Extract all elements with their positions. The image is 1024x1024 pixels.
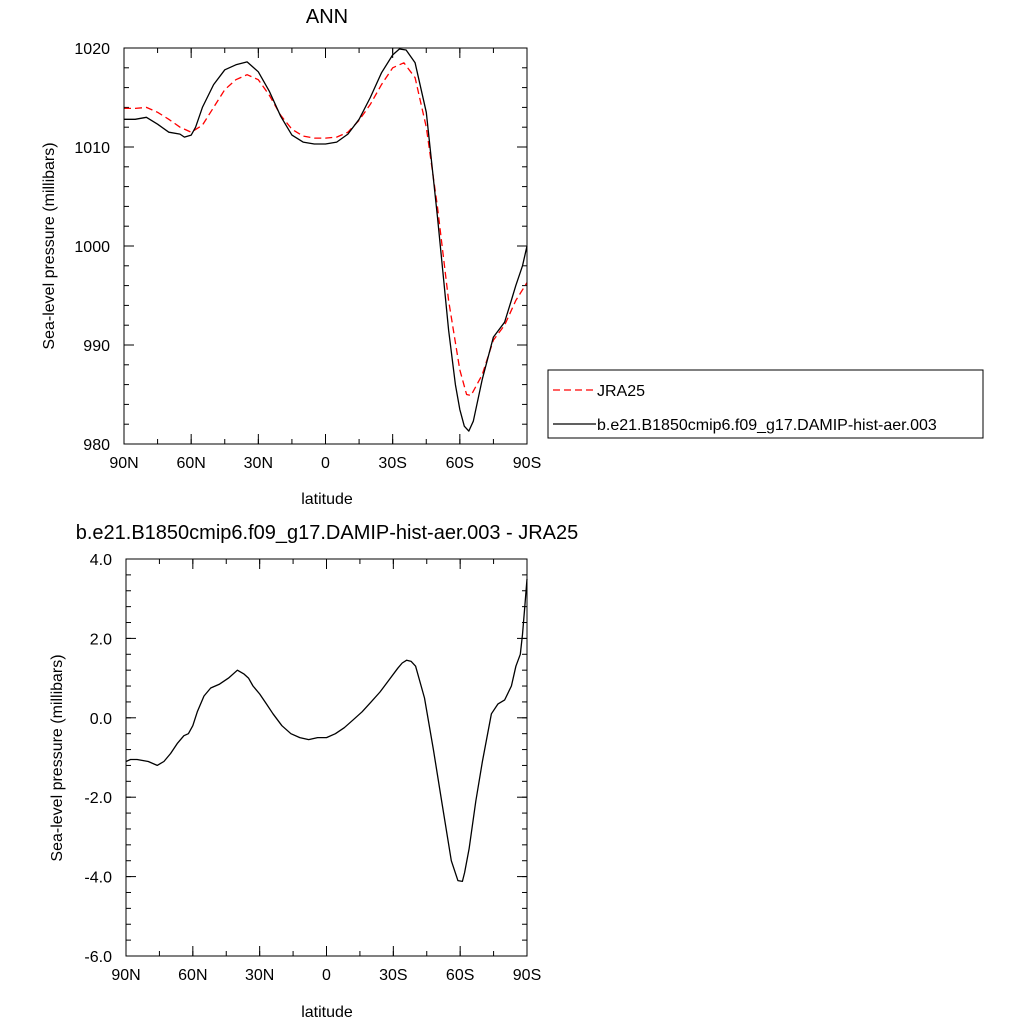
bottom-y-tick-label: -2.0 <box>84 790 112 807</box>
bottom-x-tick-label: 90S <box>513 967 541 984</box>
top-x-tick-label: 60S <box>446 455 474 472</box>
legend-label-jra25: JRA25 <box>597 383 645 400</box>
bottom-x-tick-label: 30S <box>379 967 407 984</box>
bottom-x-tick-label: 30N <box>245 967 274 984</box>
legend-label-model: b.e21.B1850cmip6.f09_g17.DAMIP-hist-aer.… <box>597 417 937 434</box>
legend: JRA25 b.e21.B1850cmip6.f09_g17.DAMIP-his… <box>547 369 984 439</box>
top-x-axis-label: latitude <box>301 491 353 508</box>
bottom-series-line-model <box>125 578 528 883</box>
bottom-y-axis-label: Sea-level pressure (millibars) <box>49 654 66 861</box>
top-y-ticks: 980 990 1000 1010 1020 <box>74 41 527 454</box>
bottom-x-tick-label: 60S <box>446 967 474 984</box>
bottom-x-ticks: 90N 60N 30N 0 30S 60S 90S <box>111 559 541 984</box>
top-y-tick-label: 1000 <box>74 239 110 256</box>
bottom-series-lines <box>125 578 528 883</box>
bottom-x-axis-label: latitude <box>301 1004 353 1021</box>
top-plot-frame <box>123 47 528 445</box>
top-line-chart: ANN 90N 60N 30N 0 30S 60S 90S 980 990 1000 1010 10… <box>41 6 984 508</box>
top-series-line-model <box>124 48 528 432</box>
legend-box <box>547 369 984 439</box>
top-chart-title: ANN <box>306 6 348 28</box>
bottom-y-tick-label: -6.0 <box>84 949 112 966</box>
top-x-tick-label: 30N <box>244 455 273 472</box>
top-x-tick-label: 30S <box>378 455 406 472</box>
top-y-tick-label: 980 <box>83 437 110 454</box>
top-y-tick-label: 990 <box>83 338 110 355</box>
top-x-tick-label: 0 <box>321 455 330 472</box>
top-x-tick-label: 90N <box>109 455 138 472</box>
top-series-lines <box>124 48 528 432</box>
bottom-x-tick-label: 0 <box>322 967 331 984</box>
top-x-ticks: 90N 60N 30N 0 30S 60S 90S <box>109 48 541 472</box>
top-x-tick-label: 90S <box>513 455 541 472</box>
top-y-tick-label: 1020 <box>74 41 110 58</box>
bottom-difference-chart: b.e21.B1850cmip6.f09_g17.DAMIP-hist-aer.… <box>49 522 578 1021</box>
bottom-y-ticks: -6.0 -4.0 -2.0 0.0 2.0 4.0 <box>84 552 527 966</box>
top-y-tick-label: 1010 <box>74 140 110 157</box>
bottom-y-tick-label: -4.0 <box>84 870 112 887</box>
top-y-axis-label: Sea-level pressure (millibars) <box>41 142 58 349</box>
bottom-plot-frame <box>125 558 528 957</box>
top-x-tick-label: 60N <box>176 455 205 472</box>
bottom-x-tick-label: 60N <box>178 967 207 984</box>
bottom-y-tick-label: 4.0 <box>90 552 112 569</box>
bottom-x-tick-label: 90N <box>111 967 140 984</box>
bottom-chart-title: b.e21.B1850cmip6.f09_g17.DAMIP-hist-aer.… <box>76 522 579 544</box>
bottom-y-tick-label: 0.0 <box>90 711 112 728</box>
top-series-line-jra25 <box>124 62 528 397</box>
bottom-y-tick-label: 2.0 <box>90 631 112 648</box>
